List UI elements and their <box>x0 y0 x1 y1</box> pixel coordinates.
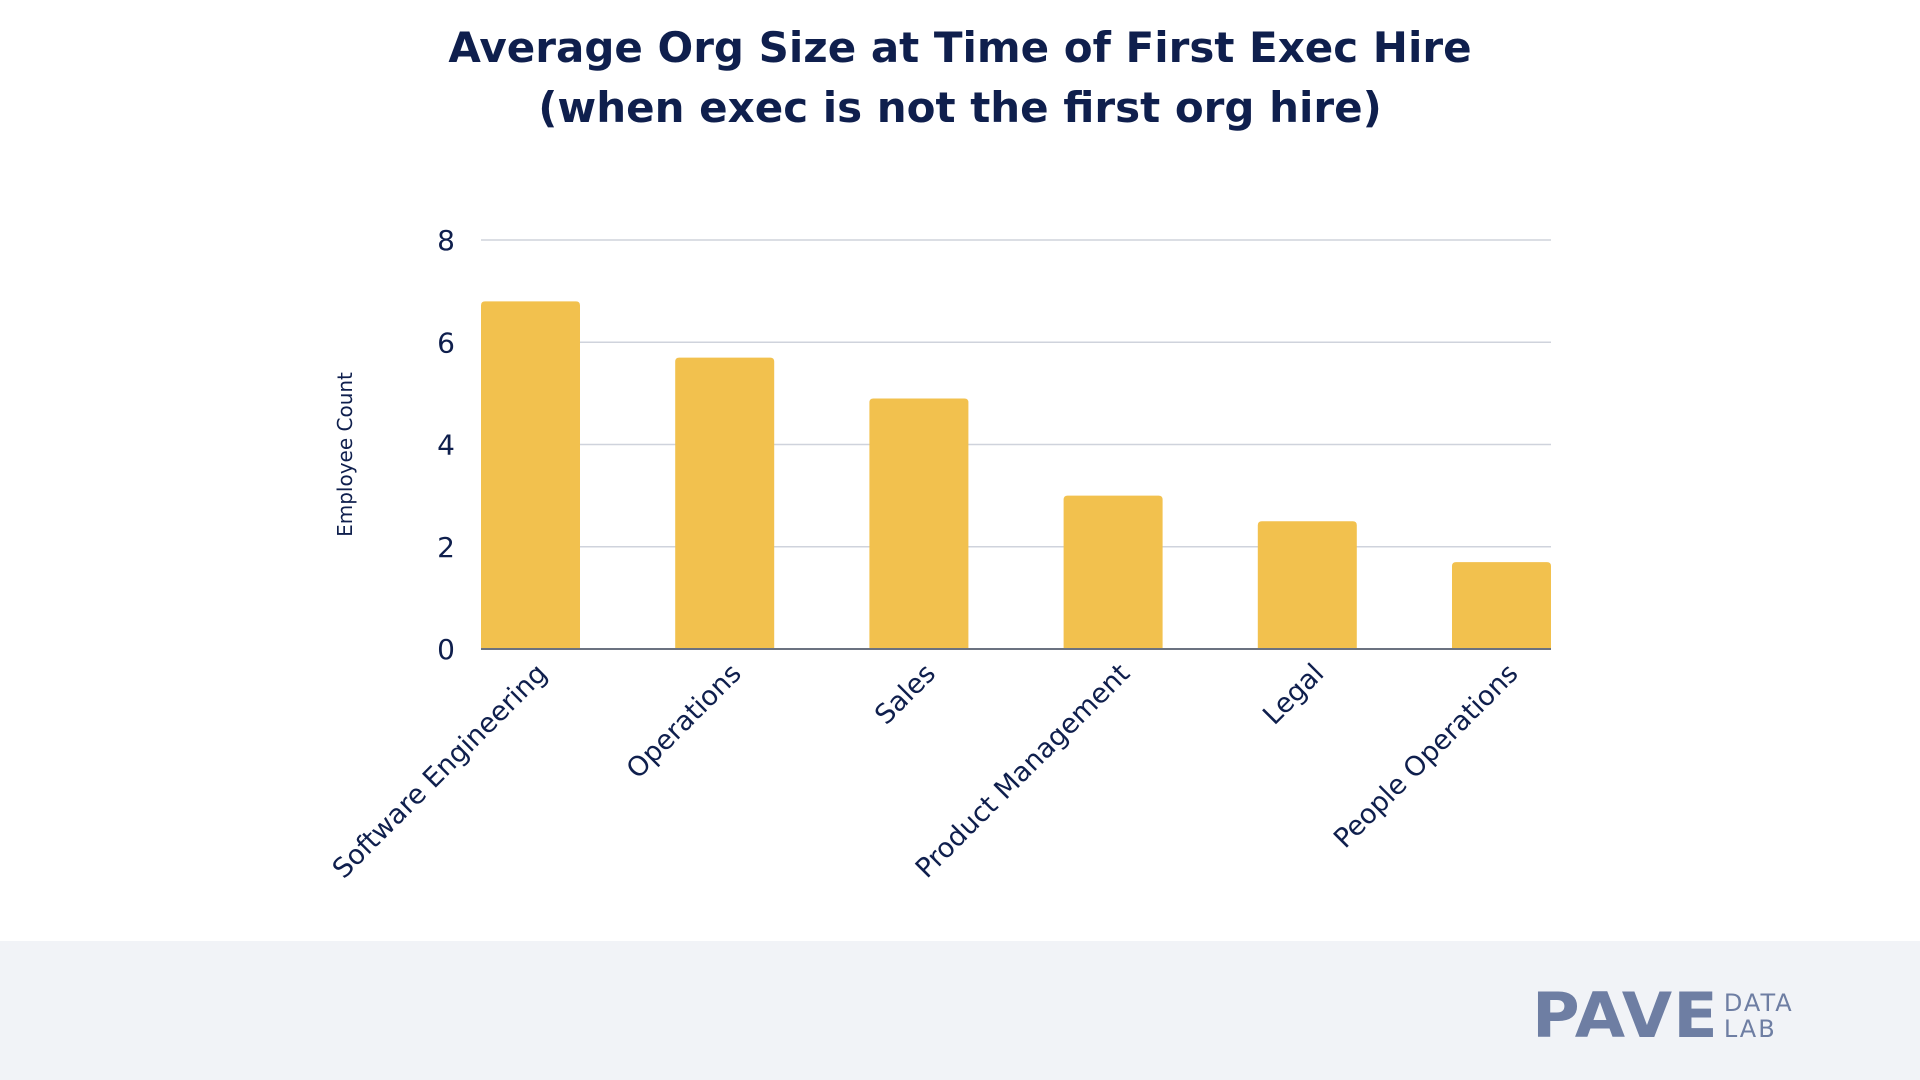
x-tick-label: Product Management <box>910 658 1136 884</box>
y-tick-label: 0 <box>437 633 455 666</box>
y-tick-label: 2 <box>437 531 455 564</box>
chart-title-line-1: Average Org Size at Time of First Exec H… <box>448 23 1472 72</box>
y-tick-label: 8 <box>437 224 455 257</box>
bar-people-operations <box>1452 562 1551 649</box>
bar-product-management <box>1063 495 1163 649</box>
bar-sales <box>869 398 969 649</box>
bar-operations <box>675 357 775 649</box>
y-axis-label: Employee Count <box>333 372 357 537</box>
x-tick-label: Sales <box>869 658 942 731</box>
logo-wordmark: PAVE <box>1532 979 1719 1052</box>
logo-sub-lab: LAB <box>1723 1015 1777 1043</box>
gridlines <box>481 239 1551 548</box>
chart-title-line-2: (when exec is not the first org hire) <box>538 83 1382 132</box>
x-tick-label: Legal <box>1257 658 1330 731</box>
x-tick-label: People Operations <box>1328 658 1524 854</box>
bars <box>481 301 1551 649</box>
logo-sub-data: DATA <box>1723 989 1794 1017</box>
pave-data-lab-logo: PAVE DATA LAB <box>1532 985 1794 1047</box>
logo-subtitle: DATA LAB <box>1724 990 1794 1042</box>
y-tick-label: 4 <box>437 429 455 462</box>
bar-legal <box>1257 521 1357 649</box>
y-tick-label: 6 <box>437 326 455 359</box>
x-tick-label: Operations <box>621 658 748 785</box>
chart-title: Average Org Size at Time of First Exec H… <box>0 18 1920 138</box>
bar-software-engineering <box>481 301 580 649</box>
footer-band <box>0 941 1920 1080</box>
x-tick-label: Software Engineering <box>327 658 554 885</box>
